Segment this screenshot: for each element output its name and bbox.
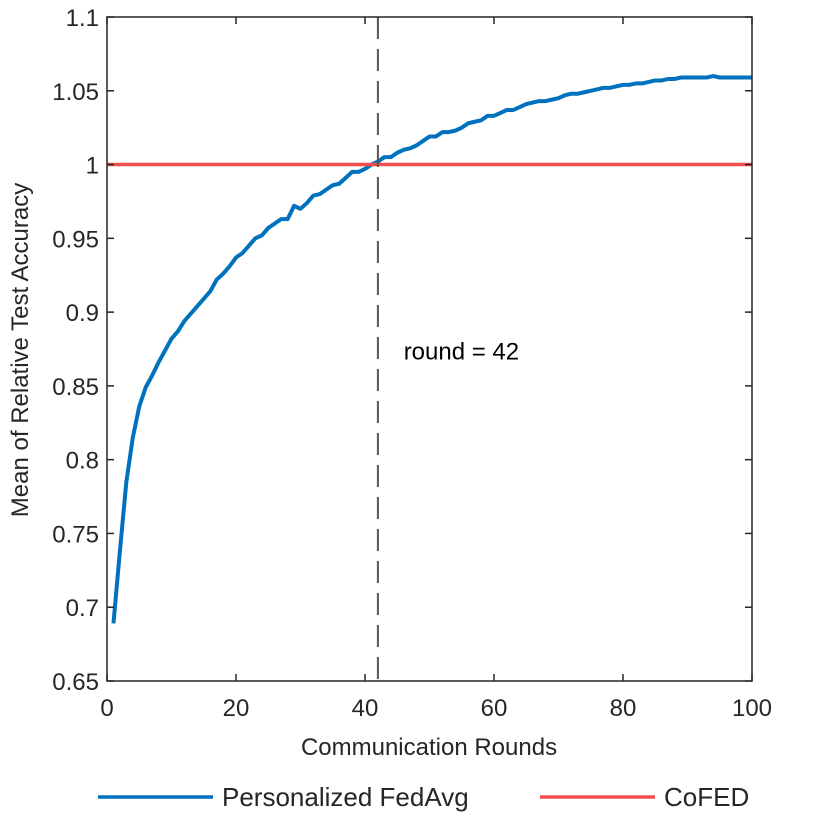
legend: Personalized FedAvg CoFED [98, 782, 749, 812]
y-tick-label: 1 [86, 153, 99, 180]
y-tick-label: 1.1 [66, 5, 99, 32]
axes: 0 20 40 60 80 100 0.65 0.7 0.75 0.8 0.85 0.9 0.95 1 1.… [52, 5, 772, 722]
round-annotation: round = 42 [404, 338, 519, 365]
x-tick-label: 40 [352, 695, 379, 722]
y-axis-label: Mean of Relative Test Accuracy [7, 183, 34, 517]
legend-label-cofed: CoFED [664, 782, 749, 812]
x-tick-label: 60 [481, 695, 508, 722]
y-tick-label: 0.8 [66, 448, 99, 475]
y-tick-label: 0.85 [52, 374, 99, 401]
series-line-personalized-fedavg [111, 74, 752, 624]
y-tick-label: 0.65 [52, 669, 99, 696]
x-tick-label: 20 [223, 695, 250, 722]
y-tick-label: 0.75 [52, 521, 99, 548]
y-tick-label: 0.95 [52, 226, 99, 253]
y-tick-label: 1.05 [52, 79, 99, 106]
legend-label-personalized-fedavg: Personalized FedAvg [222, 782, 469, 812]
x-axis-label: Communication Rounds [301, 734, 557, 761]
plot-area [107, 17, 752, 681]
x-tick-label: 0 [100, 695, 113, 722]
axes-box [106, 16, 753, 682]
x-tick-label: 100 [732, 695, 772, 722]
y-tick-label: 0.7 [66, 595, 99, 622]
y-tick-label: 0.9 [66, 300, 99, 327]
x-tick-label: 80 [610, 695, 637, 722]
